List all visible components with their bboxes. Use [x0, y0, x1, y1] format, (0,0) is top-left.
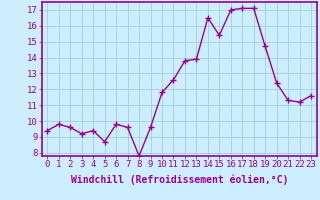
X-axis label: Windchill (Refroidissement éolien,°C): Windchill (Refroidissement éolien,°C) [70, 175, 288, 185]
